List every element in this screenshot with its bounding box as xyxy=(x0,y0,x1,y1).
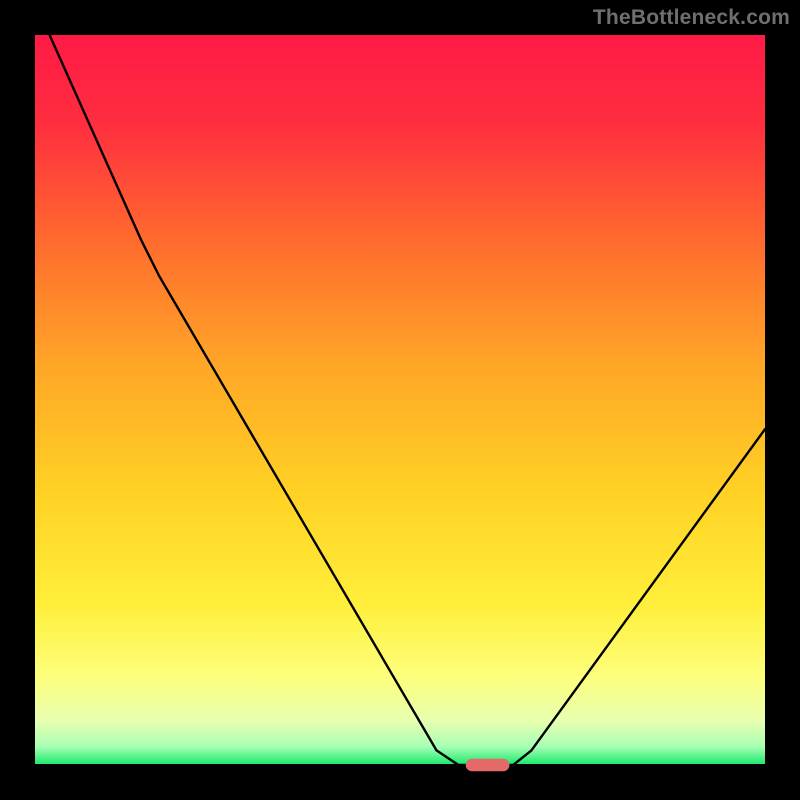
minimum-marker xyxy=(466,759,510,771)
plot-background xyxy=(35,35,765,765)
bottleneck-curve-chart xyxy=(0,0,800,800)
chart-container: { "watermark": { "text": "TheBottleneck.… xyxy=(0,0,800,800)
watermark-text: TheBottleneck.com xyxy=(593,6,790,30)
